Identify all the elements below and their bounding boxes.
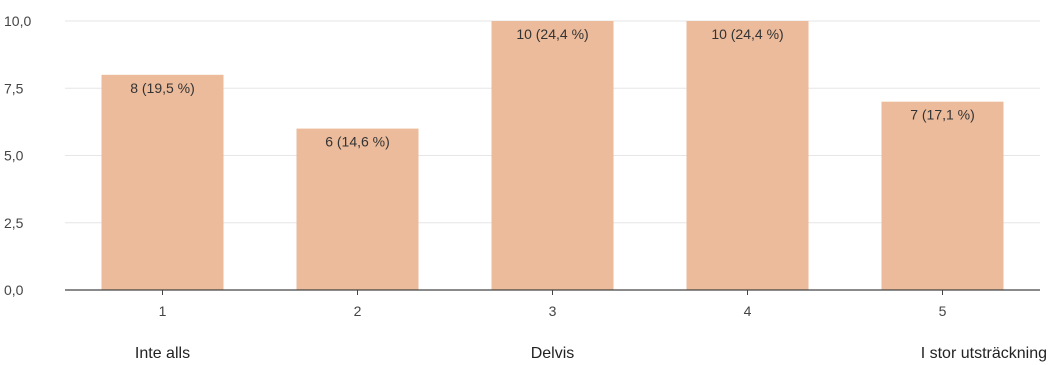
data-label: 10 (24,4 %) bbox=[711, 26, 783, 42]
y-tick-label: 5,0 bbox=[4, 148, 24, 164]
bar bbox=[101, 74, 224, 290]
x-tick-label: 5 bbox=[939, 303, 947, 319]
x-tick-label: 1 bbox=[159, 303, 167, 319]
data-label: 10 (24,4 %) bbox=[516, 26, 588, 42]
bar bbox=[491, 21, 614, 290]
bar bbox=[296, 128, 419, 290]
y-tick-label: 2,5 bbox=[4, 215, 24, 231]
category-description: Delvis bbox=[531, 345, 575, 362]
x-tick-label: 4 bbox=[744, 303, 752, 319]
x-tick-label: 3 bbox=[549, 303, 557, 319]
bars bbox=[101, 21, 1004, 290]
data-label: 6 (14,6 %) bbox=[325, 134, 390, 150]
data-label: 8 (19,5 %) bbox=[130, 80, 195, 96]
x-axis-ticks: 1 2 3 4 5 bbox=[159, 290, 947, 319]
category-descriptions: Inte alls Delvis I stor utsträckning bbox=[135, 345, 1047, 362]
data-labels: 8 (19,5 %) 6 (14,6 %) 10 (24,4 %) 10 (24,4 … bbox=[130, 26, 975, 150]
category-description: Inte alls bbox=[135, 345, 190, 362]
bar bbox=[881, 101, 1004, 290]
y-axis-ticks: 0,0 2,5 5,0 7,5 10,0 bbox=[4, 13, 31, 298]
y-tick-label: 10,0 bbox=[4, 13, 31, 29]
bar bbox=[686, 21, 809, 290]
data-label: 7 (17,1 %) bbox=[910, 107, 975, 123]
x-tick-label: 2 bbox=[354, 303, 362, 319]
y-tick-label: 7,5 bbox=[4, 80, 24, 96]
y-tick-label: 0,0 bbox=[4, 282, 24, 298]
category-description: I stor utsträckning bbox=[921, 345, 1047, 362]
